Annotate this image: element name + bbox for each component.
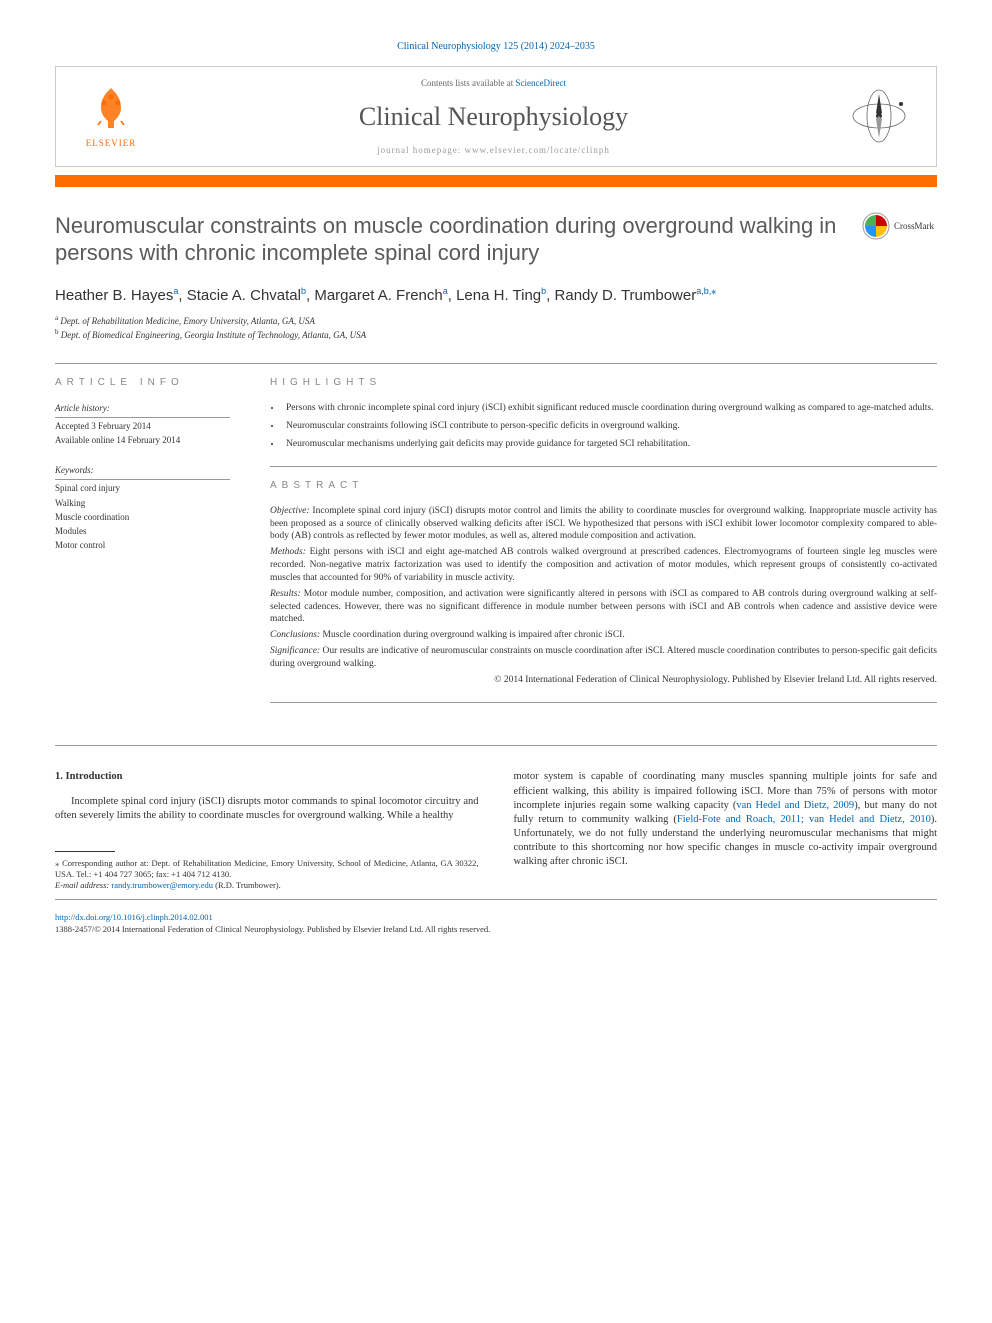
separator: [55, 899, 937, 900]
keyword: Motor control: [55, 539, 230, 551]
citation-link[interactable]: van Hedel and Dietz, 2009: [736, 800, 854, 811]
abstract-body: Objective: Incomplete spinal cord injury…: [270, 505, 937, 687]
section-heading: 1. Introduction: [55, 770, 479, 784]
compass-icon: [849, 86, 909, 146]
online-date: Available online 14 February 2014: [55, 434, 230, 446]
conclusions-label: Conclusions:: [270, 630, 320, 640]
author-affiliation-marker: b: [541, 286, 546, 296]
separator: [55, 851, 115, 852]
author-affiliation-marker: a: [443, 286, 448, 296]
objective-text: Incomplete spinal cord injury (iSCI) dis…: [270, 506, 937, 542]
separator: [270, 702, 937, 703]
results-text: Motor module number, composition, and ac…: [270, 589, 937, 625]
results-label: Results:: [270, 589, 301, 599]
corresponding-author: ⁎ Corresponding author at: Dept. of Reha…: [55, 858, 479, 880]
homepage-url[interactable]: www.elsevier.com/locate/clinph: [465, 145, 610, 155]
author-name: Lena H. Ting: [456, 287, 541, 304]
email-label: E-mail address:: [55, 880, 111, 890]
keyword: Muscle coordination: [55, 511, 230, 523]
highlights-list: Persons with chronic incomplete spinal c…: [270, 402, 937, 450]
journal-logo: [841, 84, 916, 149]
keywords-label: Keywords:: [55, 464, 230, 480]
abstract-copyright: © 2014 International Federation of Clini…: [270, 674, 937, 687]
journal-header-box: ELSEVIER Contents lists available at Sci…: [55, 66, 937, 167]
abstract-head: ABSTRACT: [270, 479, 937, 493]
author-affiliation-marker: b: [301, 286, 306, 296]
author-affiliation-marker: a: [173, 286, 178, 296]
affiliation-line: a Dept. of Rehabilitation Medicine, Emor…: [55, 314, 937, 327]
citation-link[interactable]: Field-Fote and Roach, 2011; van Hedel an…: [677, 814, 931, 825]
body-paragraph: Incomplete spinal cord injury (iSCI) dis…: [55, 795, 479, 823]
highlights-head: HIGHLIGHTS: [270, 376, 937, 390]
homepage-prefix: journal homepage:: [377, 145, 464, 155]
contents-prefix: Contents lists available at: [421, 78, 515, 88]
conclusions-text: Muscle coordination during overground wa…: [320, 630, 625, 640]
objective-label: Objective:: [270, 506, 310, 516]
keyword: Modules: [55, 525, 230, 537]
article-info-head: ARTICLE INFO: [55, 376, 230, 390]
journal-name: Clinical Neurophysiology: [146, 99, 841, 134]
author-name: Heather B. Hayes: [55, 287, 173, 304]
body-paragraph: motor system is capable of coordinating …: [514, 770, 938, 869]
author-affiliation-marker: a,b,⁎: [696, 286, 716, 296]
significance-text: Our results are indicative of neuromuscu…: [270, 646, 937, 669]
accepted-date: Accepted 3 February 2014: [55, 420, 230, 432]
article-title: Neuromuscular constraints on muscle coor…: [55, 212, 842, 267]
author-name: Randy D. Trumbower: [555, 287, 697, 304]
publisher-logo: ELSEVIER: [76, 83, 146, 149]
history-label: Article history:: [55, 402, 230, 418]
crossmark-icon: [862, 212, 890, 240]
corr-email-suffix: (R.D. Trumbower).: [213, 880, 281, 890]
significance-label: Significance:: [270, 646, 320, 656]
doi-link[interactable]: http://dx.doi.org/10.1016/j.clinph.2014.…: [55, 912, 937, 923]
author-list: Heather B. Hayesa, Stacie A. Chvatalb, M…: [55, 285, 937, 306]
keyword: Spinal cord injury: [55, 482, 230, 494]
crossmark-badge[interactable]: CrossMark: [862, 212, 937, 240]
publisher-name: ELSEVIER: [86, 137, 137, 149]
separator: [55, 363, 937, 364]
author-name: Stacie A. Chvatal: [187, 287, 301, 304]
crossmark-label: CrossMark: [894, 220, 934, 232]
highlight-item: Neuromuscular mechanisms underlying gait…: [282, 438, 937, 451]
methods-label: Methods:: [270, 547, 306, 557]
methods-text: Eight persons with iSCI and eight age-ma…: [270, 547, 937, 583]
issn-copyright: 1388-2457/© 2014 International Federatio…: [55, 924, 937, 935]
elsevier-tree-icon: [86, 83, 136, 133]
highlight-item: Persons with chronic incomplete spinal c…: [282, 402, 937, 415]
affiliations: a Dept. of Rehabilitation Medicine, Emor…: [55, 314, 937, 341]
sciencedirect-link[interactable]: ScienceDirect: [516, 78, 566, 88]
separator: [55, 745, 937, 746]
corr-address: Corresponding author at: Dept. of Rehabi…: [55, 858, 479, 879]
keyword: Walking: [55, 497, 230, 509]
highlight-item: Neuromuscular constraints following iSCI…: [282, 420, 937, 433]
corr-email[interactable]: randy.trumbower@emory.edu: [111, 880, 213, 890]
author-name: Margaret A. French: [314, 287, 442, 304]
separator: [270, 466, 937, 467]
affiliation-line: b Dept. of Biomedical Engineering, Georg…: [55, 328, 937, 341]
citation-line: Clinical Neurophysiology 125 (2014) 2024…: [55, 40, 937, 54]
journal-homepage-line: journal homepage: www.elsevier.com/locat…: [146, 144, 841, 156]
corresponding-email-line: E-mail address: randy.trumbower@emory.ed…: [55, 880, 479, 891]
accent-bar: [55, 175, 937, 187]
contents-available-line: Contents lists available at ScienceDirec…: [146, 77, 841, 89]
